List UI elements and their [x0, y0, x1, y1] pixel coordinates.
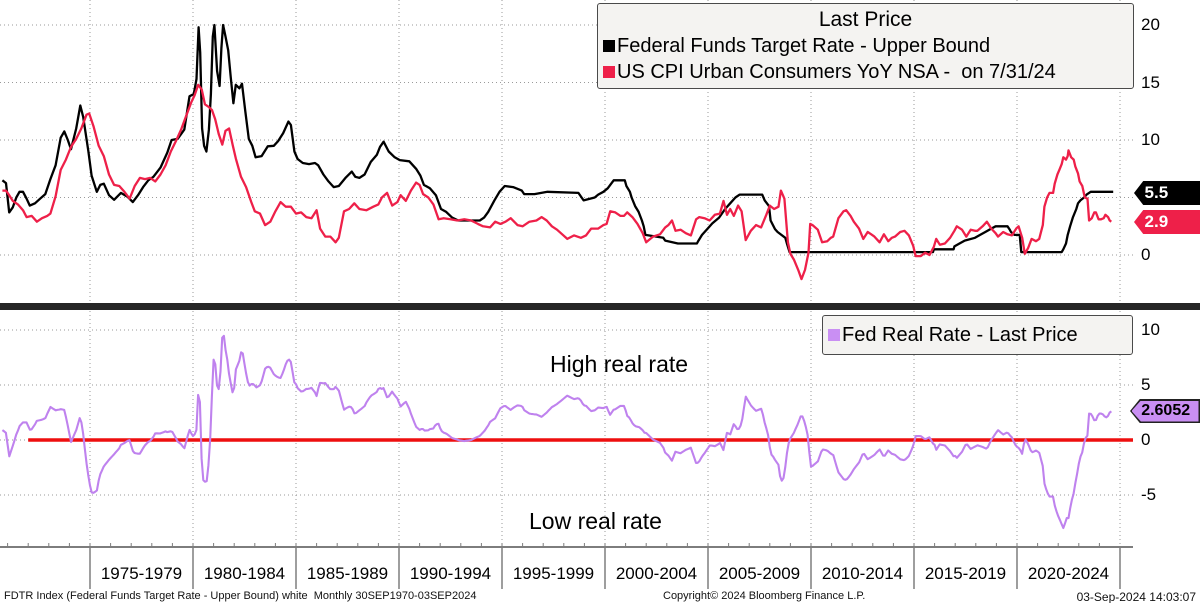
x-axis-label: 1995-1999 — [512, 564, 595, 583]
cpi-line — [2, 83, 1112, 281]
top-panel-legend: Last Price Federal Funds Target Rate - U… — [597, 3, 1134, 89]
x-axis-label: 2005-2009 — [718, 564, 801, 583]
x-axis-label: 1985-1989 — [306, 564, 389, 583]
bottom-panel-legend: Fed Real Rate - Last Price — [822, 315, 1133, 355]
status-copyright: Copyright© 2024 Bloomberg Finance L.P. — [663, 590, 866, 602]
legend-item-label: US CPI Urban Consumers YoY NSA - on 7/31… — [617, 61, 1056, 83]
x-axis-label: 2015-2019 — [924, 564, 1007, 583]
low-real-rate-annotation: Low real rate — [529, 508, 662, 534]
y-tick-label: 0 — [1141, 245, 1151, 264]
panel-divider — [0, 303, 1200, 310]
legend-title: Last Price — [818, 8, 913, 31]
x-axis-label: 2010-2014 — [821, 564, 904, 583]
x-axis-label: 2000-2004 — [615, 564, 698, 583]
legend-item-label: Federal Funds Target Rate - Upper Bound — [617, 35, 991, 57]
x-axis-label: 1990-1994 — [409, 564, 492, 583]
cpi-swatch-icon — [603, 66, 615, 78]
y-tick-label: 10 — [1141, 320, 1160, 339]
badge-value: 2.9 — [1144, 212, 1169, 231]
badge-value: 5.5 — [1144, 183, 1169, 202]
badge-shape — [1134, 181, 1200, 205]
cpi-last-price-badge: 2.9 — [1134, 210, 1200, 234]
y-tick-label: 20 — [1141, 15, 1160, 34]
legend-item-real-rate[interactable]: Fed Real Rate - Last Price — [823, 322, 1078, 348]
x-axis-label: 2020-2024 — [1027, 564, 1110, 583]
status-timestamp: 03-Sep-2024 14:03:07 — [1076, 590, 1196, 603]
legend-item-label: Fed Real Rate - Last Price — [842, 324, 1078, 346]
x-axis-label: 1975-1979 — [100, 564, 183, 583]
high-real-rate-annotation: High real rate — [550, 351, 689, 377]
y-tick-label: 15 — [1141, 72, 1160, 92]
fed-funds-swatch-icon — [603, 40, 615, 52]
legend-item-fed-funds[interactable]: Federal Funds Target Rate - Upper Bound — [598, 33, 1133, 59]
real-rate-swatch-icon — [828, 329, 840, 341]
y-tick-label: 10 — [1141, 130, 1160, 149]
real-rate-last-price-badge: 2.6052 — [1130, 399, 1200, 423]
real-rate-line — [1, 334, 1112, 530]
y-tick-label: 0 — [1141, 430, 1151, 449]
fed-funds-last-price-badge: 5.5 — [1134, 181, 1200, 205]
x-axis-label: 1980-1984 — [203, 564, 286, 583]
status-security-info: FDTR Index (Federal Funds Target Rate - … — [4, 590, 477, 602]
legend-item-cpi[interactable]: US CPI Urban Consumers YoY NSA - on 7/31… — [598, 59, 1133, 85]
y-tick-label: 5 — [1141, 375, 1151, 394]
badge-value: 2.6052 — [1141, 402, 1191, 419]
badge-shape — [1134, 210, 1200, 234]
y-tick-label: -5 — [1141, 485, 1157, 504]
badge-shape — [1131, 400, 1199, 422]
